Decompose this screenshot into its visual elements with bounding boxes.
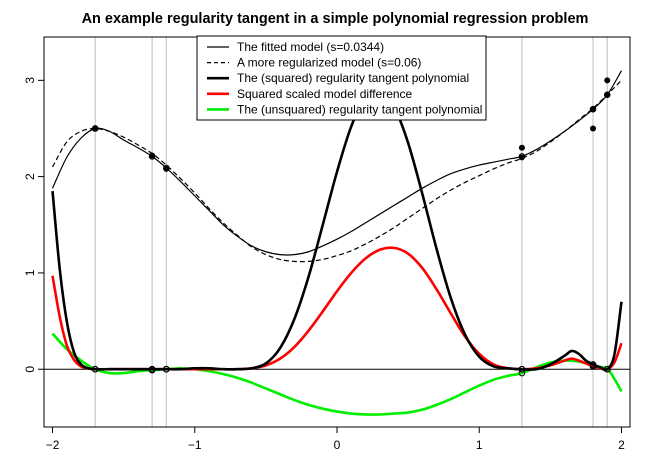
data-point: [604, 91, 611, 98]
series-line-0: [51, 70, 622, 256]
data-points-layer: [91, 77, 611, 377]
y-tick-label: 3: [23, 77, 37, 84]
curve-marker: [603, 365, 611, 373]
data-point: [518, 144, 525, 151]
chart-title: An example regularity tangent in a simpl…: [82, 11, 589, 27]
series-layer: [51, 70, 623, 416]
legend-box: [196, 35, 487, 121]
x-tick-label: −1: [188, 438, 202, 452]
data-point: [590, 125, 597, 132]
vertical-reference-lines: [94, 37, 608, 427]
curve-marker: [91, 365, 99, 373]
x-tick-label: 1: [476, 438, 483, 452]
data-point: [604, 77, 611, 84]
curve-marker: [148, 366, 156, 374]
series-line-2: [51, 88, 623, 372]
curve-marker: [518, 369, 526, 377]
y-tick-label: 2: [23, 173, 37, 180]
legend-label: The (unsquared) regularity tangent polyn…: [237, 102, 482, 116]
data-point: [149, 152, 156, 159]
legend-label: A more regularized model (s=0.06): [237, 56, 421, 70]
data-point: [590, 106, 597, 113]
data-point: [92, 125, 99, 132]
legend-label: The (squared) regularity tangent polynom…: [237, 71, 469, 85]
legend-label: The fitted model (s=0.0344): [237, 40, 384, 54]
curve-marker: [518, 365, 526, 373]
data-point: [518, 154, 525, 161]
data-point: [163, 165, 170, 172]
x-axis: −2 −1 0 1 2: [46, 427, 625, 452]
curve-marker: [163, 365, 170, 373]
legend: The fitted model (s=0.0344) A more regula…: [196, 35, 487, 121]
y-tick-label: 1: [23, 269, 37, 276]
series-line-1: [52, 79, 622, 263]
x-tick-label: −2: [46, 438, 60, 452]
y-axis: 0 1 2 3: [23, 77, 44, 373]
x-tick-label: 2: [618, 438, 625, 452]
curve-marker: [589, 362, 597, 369]
legend-label: Squared scaled model difference: [237, 87, 413, 101]
x-tick-label: 0: [334, 438, 341, 452]
y-tick-label: 0: [23, 366, 37, 373]
